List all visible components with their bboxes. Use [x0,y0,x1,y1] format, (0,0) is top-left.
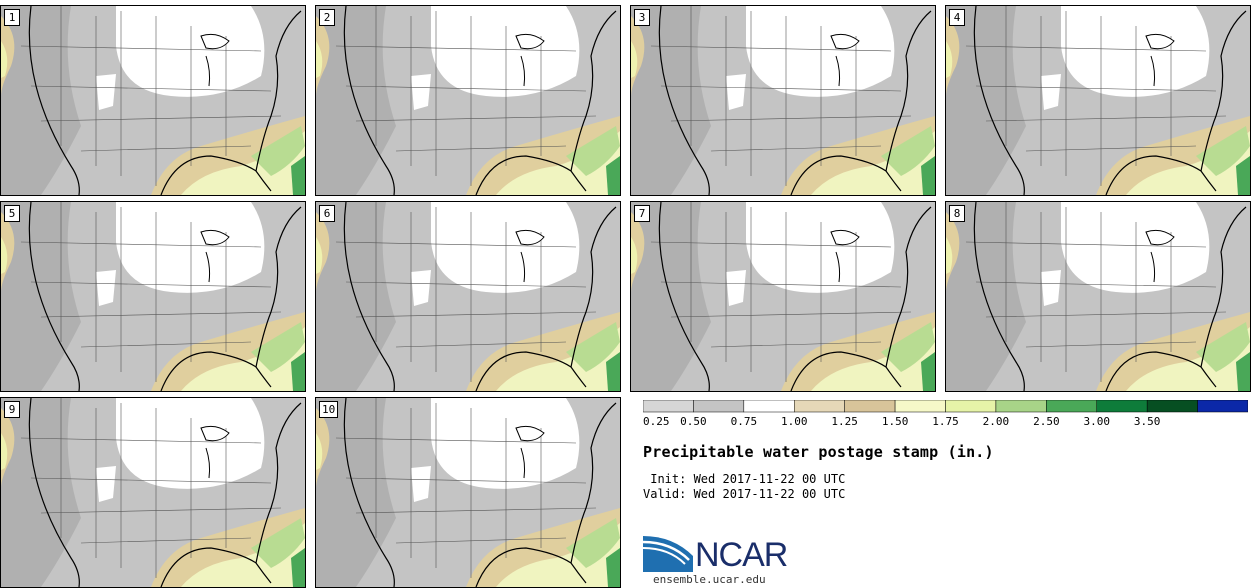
stamp-panel-2: 2 [315,5,621,196]
ncar-logo-icon [643,536,693,572]
colorbar-segment [1197,400,1248,413]
init-time: Init: Wed 2017-11-22 00 UTC [643,472,846,486]
stamp-panel-3: 3 [630,5,936,196]
pw-map [1,398,305,587]
pw-map [316,6,620,195]
colorbar-segment [693,400,745,413]
panel-label: 10 [319,401,339,418]
colorbar-tick-label: 2.50 [1033,415,1060,428]
pw-map [1,6,305,195]
panel-label: 9 [4,401,20,418]
panel-label: 4 [949,9,965,26]
stamp-panel-4: 4 [945,5,1251,196]
colorbar-tick-label: 1.50 [882,415,909,428]
colorbar-tick-label: 0.25 [643,415,670,428]
colorbar-tick-label: 3.50 [1134,415,1161,428]
logo-url: ensemble.ucar.edu [653,573,766,586]
colorbar-segment [844,400,896,413]
colorbar-tick-label: 1.00 [781,415,808,428]
panel-label: 5 [4,205,20,222]
pw-map [631,202,935,391]
colorbar-tick-label: 1.75 [932,415,959,428]
stamp-panel-5: 5 [0,201,306,392]
colorbar: 0.25 0.50 0.75 1.00 1.25 1.50 1.75 2.00 2.50 3.00… [643,400,1248,428]
colorbar-tick-label: 3.00 [1084,415,1111,428]
colorbar-tick-label: 0.50 [680,415,707,428]
colorbar-tick-label: 2.00 [983,415,1010,428]
colorbar-segment [945,400,997,413]
stamp-panel-1: 1 [0,5,306,196]
pw-map [946,202,1250,391]
stamp-panel-9: 9 [0,397,306,588]
panel-label: 3 [634,9,650,26]
colorbar-segment [1096,400,1148,413]
logo-text: NCAR [695,536,788,574]
panel-label: 1 [4,9,20,26]
colorbar-tick-label: 0.75 [731,415,758,428]
colorbar-segment [1046,400,1098,413]
colorbar-segment [643,400,694,413]
colorbar-segment [894,400,946,413]
panel-label: 7 [634,205,650,222]
colorbar-tick-label: 1.25 [831,415,858,428]
pw-map [316,202,620,391]
colorbar-segment [995,400,1047,413]
colorbar-segment [794,400,845,413]
pw-map [316,398,620,587]
colorbar-segment [1146,400,1198,413]
panel-label: 6 [319,205,335,222]
panel-label: 8 [949,205,965,222]
pw-map [946,6,1250,195]
pw-map [1,202,305,391]
colorbar-segment [743,400,795,413]
stamp-panel-10: 10 [315,397,621,588]
pw-map [631,6,935,195]
map-title: Precipitable water postage stamp (in.) [643,443,994,461]
stamp-panel-7: 7 [630,201,936,392]
panel-label: 2 [319,9,335,26]
stamp-panel-6: 6 [315,201,621,392]
valid-time: Valid: Wed 2017-11-22 00 UTC [643,487,846,501]
stamp-panel-8: 8 [945,201,1251,392]
